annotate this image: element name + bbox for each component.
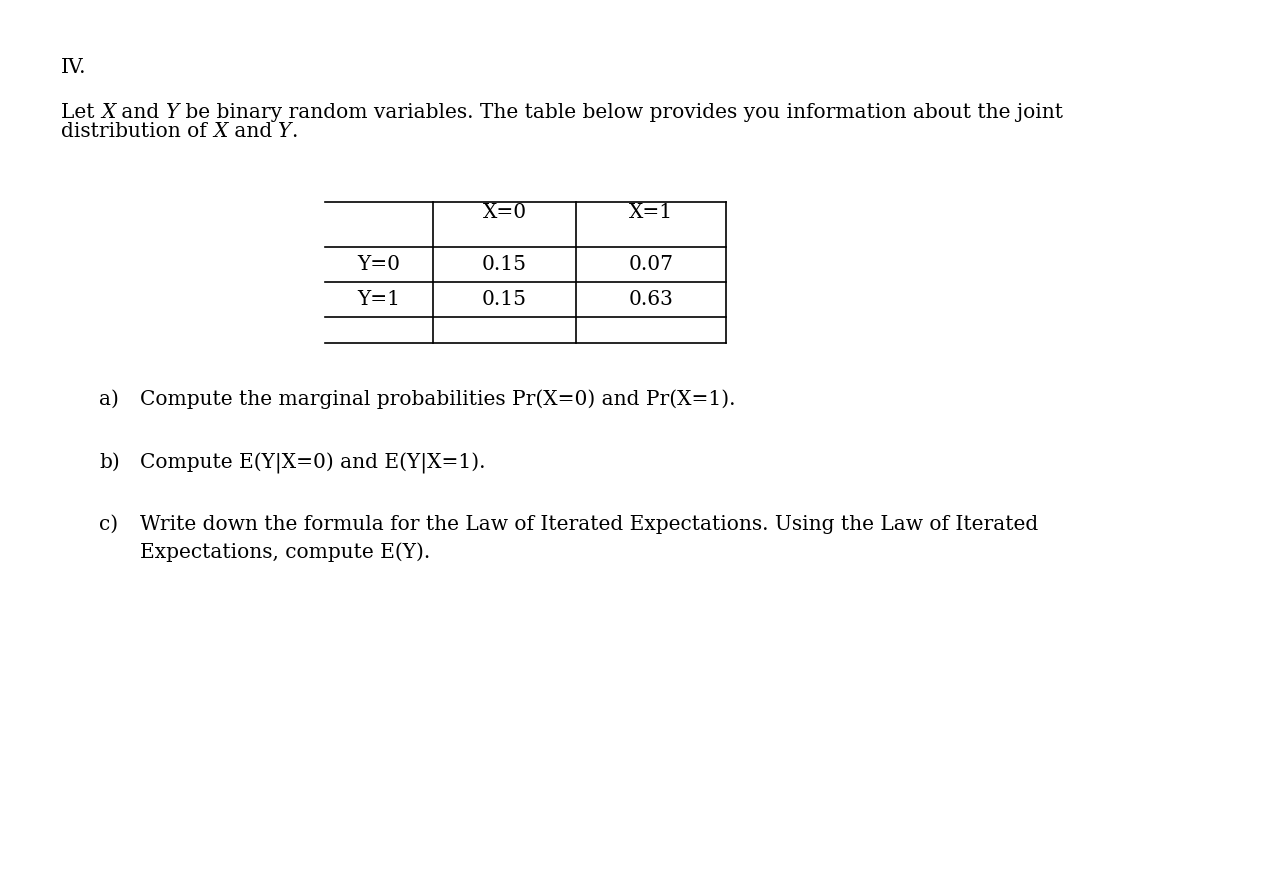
Text: distribution of: distribution of bbox=[61, 122, 213, 141]
Text: Compute E(Y|X=0) and E(Y|X=1).: Compute E(Y|X=0) and E(Y|X=1). bbox=[140, 452, 485, 474]
Text: Y: Y bbox=[166, 103, 180, 122]
Text: c): c) bbox=[99, 515, 118, 534]
Text: Let: Let bbox=[61, 103, 101, 122]
Text: and: and bbox=[116, 103, 166, 122]
Text: X: X bbox=[213, 122, 228, 141]
Text: 0.15: 0.15 bbox=[482, 255, 527, 274]
Text: X=0: X=0 bbox=[483, 203, 526, 222]
Text: X: X bbox=[101, 103, 116, 122]
Text: and: and bbox=[228, 122, 278, 141]
Text: be binary random variables. The table below provides you information about the j: be binary random variables. The table be… bbox=[180, 103, 1064, 122]
Text: Y=0: Y=0 bbox=[358, 255, 400, 274]
Text: IV.: IV. bbox=[61, 58, 87, 77]
Text: Compute the marginal probabilities Pr(X=0) and Pr(X=1).: Compute the marginal probabilities Pr(X=… bbox=[140, 390, 735, 409]
Text: X=1: X=1 bbox=[629, 203, 673, 222]
Text: Y: Y bbox=[278, 122, 292, 141]
Text: a): a) bbox=[99, 390, 120, 409]
Text: Write down the formula for the Law of Iterated Expectations. Using the Law of It: Write down the formula for the Law of It… bbox=[140, 515, 1038, 562]
Text: 0.15: 0.15 bbox=[482, 290, 527, 309]
Text: 0.07: 0.07 bbox=[628, 255, 674, 274]
Text: b): b) bbox=[99, 452, 120, 471]
Text: .: . bbox=[292, 122, 298, 141]
Text: 0.63: 0.63 bbox=[628, 290, 674, 309]
Text: Y=1: Y=1 bbox=[358, 290, 400, 309]
